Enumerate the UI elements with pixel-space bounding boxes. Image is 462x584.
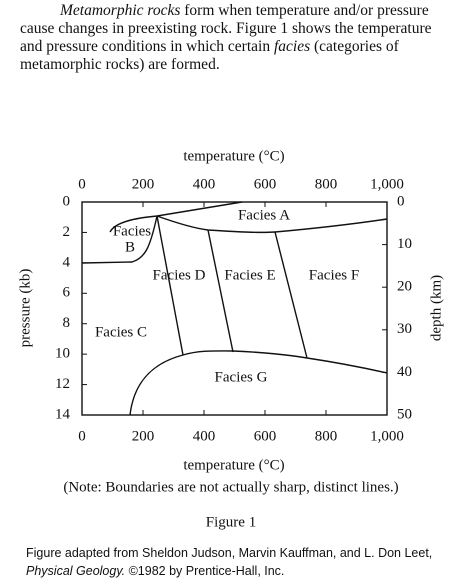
caption-italic: Physical Geology.: [26, 564, 126, 578]
left-tick-label: 12: [55, 376, 70, 392]
top-tick-label: 600: [254, 176, 277, 192]
axis-title: temperature (°C): [183, 457, 284, 473]
axis-title: depth (km): [428, 275, 444, 341]
bottom-tick-label: 0: [78, 428, 86, 444]
bottom-tick-label: 600: [254, 428, 277, 444]
top-tick-label: 0: [78, 176, 86, 192]
axis-title: pressure (kb): [17, 269, 33, 348]
region-label: Facies G: [215, 369, 268, 385]
region-label: Facies: [113, 223, 151, 239]
left-tick-label: 0: [63, 193, 71, 209]
boundary: [207, 229, 234, 353]
region-label: Facies E: [224, 267, 275, 283]
left-tick-label: 2: [63, 224, 71, 240]
left-tick-label: 6: [63, 285, 71, 301]
figure-label: Figure 1: [206, 514, 256, 530]
region-label: Facies F: [309, 267, 359, 283]
intro-paragraph: Metamorphic rocks form when temperature …: [20, 2, 450, 74]
left-tick-label: 8: [63, 315, 71, 331]
intro-text: (categories of metamorphic rocks) are fo…: [20, 38, 399, 73]
caption-text: Figure adapted from Sheldon Judson, Marv…: [26, 546, 433, 560]
region-label: Facies D: [153, 267, 206, 283]
region-label: B: [125, 239, 135, 255]
top-tick-label: 800: [315, 176, 338, 192]
right-tick-label: 50: [397, 406, 412, 422]
right-tick-label: 20: [397, 279, 412, 295]
boundary: [274, 231, 308, 359]
boundary: [156, 215, 388, 234]
caption-text: ©1982 by Prentice-Hall, Inc.: [125, 564, 285, 578]
left-tick-label: 14: [55, 406, 71, 422]
region-label: Facies C: [95, 324, 147, 340]
region-label: Facies A: [238, 207, 290, 223]
right-tick-label: 10: [397, 236, 412, 252]
intro-italic: facies: [273, 38, 311, 55]
bottom-tick-label: 800: [315, 428, 338, 444]
boundary: [156, 215, 184, 356]
plot-frame: [81, 201, 388, 416]
axis-title: temperature (°C): [183, 148, 284, 164]
bottom-tick-label: 200: [132, 428, 155, 444]
top-tick-label: 400: [193, 176, 216, 192]
right-tick-label: 0: [397, 193, 405, 209]
bottom-tick-label: 1,000: [370, 428, 404, 444]
bottom-tick-label: 400: [193, 428, 216, 444]
caption: Figure adapted from Sheldon Judson, Marv…: [26, 544, 451, 580]
right-tick-label: 40: [397, 364, 412, 380]
figure: temperature (°C) temperature (°C) pressu…: [17, 148, 444, 530]
left-tick-label: 4: [63, 254, 71, 270]
intro-italic: Metamorphic rocks: [60, 2, 181, 19]
boundary: [129, 350, 388, 416]
boundary: [81, 215, 158, 264]
top-tick-label: 1,000: [370, 176, 404, 192]
top-tick-label: 200: [132, 176, 155, 192]
boundaries: [81, 201, 388, 416]
left-tick-label: 10: [55, 346, 70, 362]
intro-text: form when temperature and/or pressure ca…: [20, 2, 432, 55]
right-tick-label: 30: [397, 321, 412, 337]
note: (Note: Boundaries are not actually sharp…: [63, 479, 398, 495]
